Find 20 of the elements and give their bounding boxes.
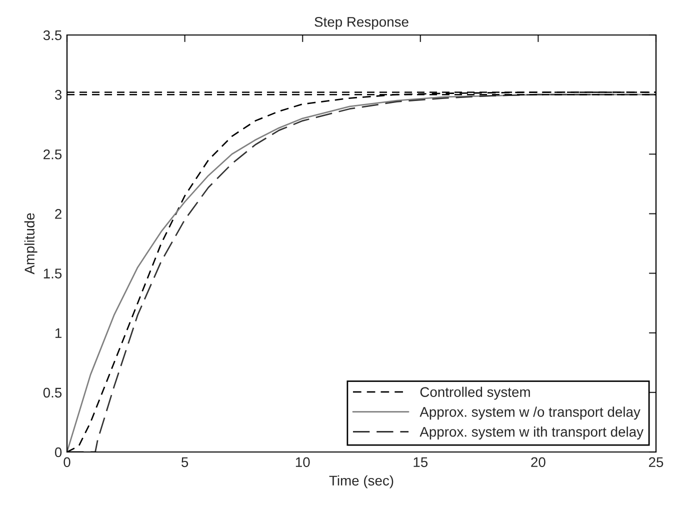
y-tick-label: 2 [55, 209, 62, 219]
x-tick-label: 20 [531, 457, 546, 468]
chart-title: Step Response [314, 16, 408, 30]
y-tick-label: 3.5 [43, 30, 62, 40]
y-tick-label: 1.5 [44, 268, 62, 278]
y-tick-label: 0 [54, 447, 62, 458]
y-tick-label: 1 [55, 328, 62, 338]
legend-label: Approx. system w ith transport delay [420, 426, 644, 440]
x-tick-label: 5 [181, 457, 188, 468]
legend-label: Approx. system w /o transport delay [420, 406, 640, 420]
x-tick-label: 10 [296, 457, 310, 468]
y-axis-title: Amplitude [24, 213, 38, 274]
x-tick-label: 15 [414, 457, 428, 468]
y-tick-label: 3 [54, 90, 62, 100]
x-axis-title: Time (sec) [329, 475, 394, 488]
legend-label: Controlled system [420, 386, 530, 400]
y-tick-label: 2.5 [44, 149, 62, 160]
y-tick-label: 0.5 [43, 388, 62, 398]
x-tick-label: 25 [648, 457, 664, 468]
x-tick-label: 0 [64, 457, 70, 468]
